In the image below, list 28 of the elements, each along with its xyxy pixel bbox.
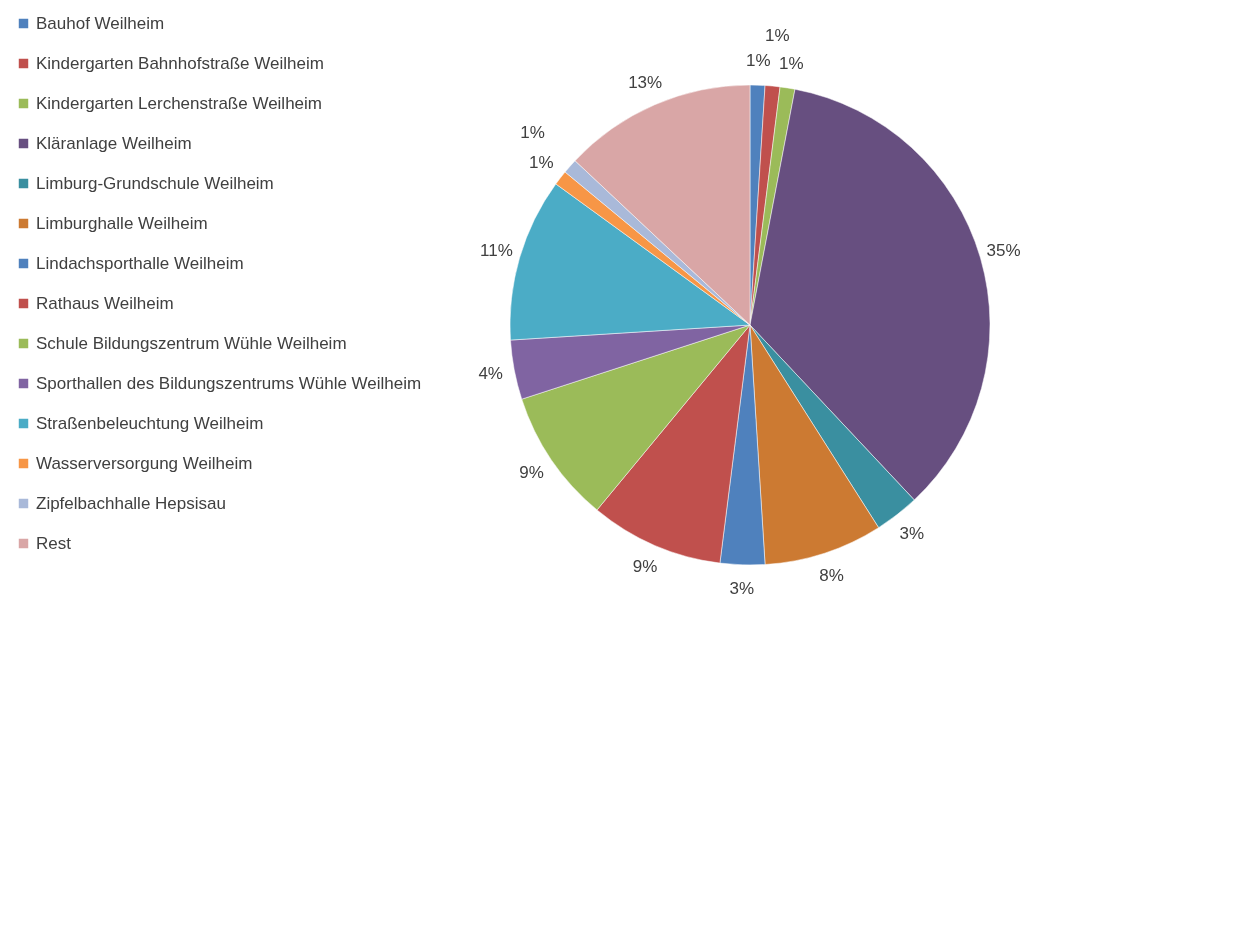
data-label: 3% [729, 578, 754, 598]
data-label: 1% [529, 153, 554, 173]
legend-label: Kläranlage Weilheim [36, 133, 192, 153]
legend-label: Kindergarten Bahnhofstraße Weilheim [36, 53, 324, 73]
data-label: 1% [520, 123, 545, 143]
legend-label: Bauhof Weilheim [36, 13, 165, 33]
legend-label: Sporthallen des Bildungszentrums Wühle Weilheim [36, 373, 422, 393]
data-label: 8% [819, 566, 844, 586]
data-label: 9% [632, 557, 658, 577]
data-label: 4% [478, 364, 503, 384]
legend-label: Rathaus Weilheim [36, 293, 174, 313]
data-label: 9% [519, 463, 544, 483]
data-label: 35% [986, 241, 1021, 261]
data-label: 11% [480, 241, 513, 261]
data-label: 1% [779, 54, 804, 74]
data-label: 1% [746, 51, 771, 71]
legend-label: Wasserversorgung Weilheim [36, 453, 253, 473]
legend-label: Rest [36, 533, 72, 553]
data-label: 13% [628, 72, 663, 92]
legend-label: Schule Bildungszentrum Wühle Weilheim [36, 333, 347, 353]
legend-label: Limburg-Grundschule Weilheim [36, 173, 274, 193]
legend-label: Lindachsporthalle Weilheim [36, 253, 244, 273]
data-label: 1% [765, 26, 790, 46]
legend-label: Kindergarten Lerchenstraße Weilheim [36, 93, 322, 113]
data-label: 3% [899, 523, 925, 543]
legend-label: Straßenbeleuchtung Weilheim [36, 413, 264, 433]
legend-label: Limburghalle Weilheim [36, 213, 208, 233]
legend-label: Zipfelbachhalle Hepsisau [36, 493, 226, 513]
